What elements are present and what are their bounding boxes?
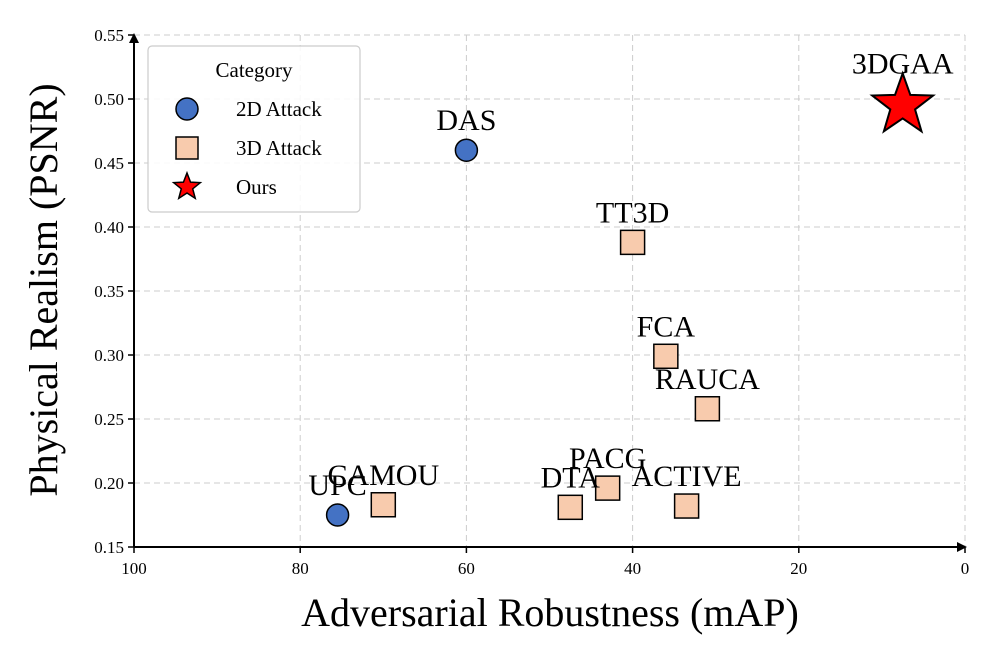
point-label-rauca: RAUCA: [655, 363, 760, 396]
legend-title: Category: [216, 58, 293, 82]
x-tick-label-80: 80: [292, 559, 309, 578]
x-axis-title: Adversarial Robustness (mAP): [301, 590, 799, 635]
point-fca: [653, 343, 679, 370]
x-tick-label-60: 60: [458, 559, 475, 578]
y-tick-label-0.40: 0.40: [94, 218, 124, 237]
y-axis-title: Physical Realism (PSNR): [21, 83, 66, 496]
y-tick-label-0.35: 0.35: [94, 282, 124, 301]
y-tick-label-0.50: 0.50: [94, 90, 124, 109]
point-label-3dgaa: 3DGAA: [852, 47, 954, 80]
legend-box: [147, 45, 361, 213]
tick-labels: 100 80 60 40 20 0 0.15 0.20 0.25 0.30 0.35 0.40 0.45…: [94, 26, 969, 578]
point-camou: [370, 492, 397, 518]
point-dta: [557, 494, 584, 521]
y-tick-label-0.45: 0.45: [94, 154, 124, 173]
y-tick-label-0.25: 0.25: [94, 410, 124, 429]
point-3dgaa: [869, 70, 936, 134]
point-pacg: [594, 475, 621, 501]
point-upc: [325, 503, 350, 527]
x-tick-label-0: 0: [961, 559, 970, 578]
legend-label-ours: Ours: [236, 175, 277, 199]
point-rauca: [694, 396, 721, 422]
point-label-tt3d: TT3D: [596, 196, 669, 229]
y-tick-label-0.15: 0.15: [94, 538, 124, 557]
data-points: [325, 70, 936, 527]
legend-marker-2d-attack: [175, 97, 199, 121]
point-das: [454, 138, 479, 162]
y-tick-label-0.30: 0.30: [94, 346, 124, 365]
y-tick-label-0.20: 0.20: [94, 474, 124, 493]
point-label-das: DAS: [436, 104, 496, 137]
x-tick-label-40: 40: [624, 559, 641, 578]
point-tt3d: [619, 229, 646, 256]
point-label-camou: CAMOU: [327, 459, 439, 492]
legend-marker-ours: [171, 170, 203, 201]
point-label-active: ACTIVE: [632, 460, 742, 493]
point-label-dta: DTA: [541, 461, 601, 494]
legend: Category 2D Attack 3D Attack Ours: [147, 45, 361, 213]
point-active: [673, 493, 700, 519]
legend-label-3d-attack: 3D Attack: [236, 136, 322, 160]
legend-label-2d-attack: 2D Attack: [236, 97, 322, 121]
y-tick-label-0.55: 0.55: [94, 26, 124, 45]
x-tick-label-100: 100: [121, 559, 147, 578]
point-label-fca: FCA: [637, 310, 696, 343]
point-label-pacg: PACG: [569, 442, 646, 475]
x-tick-label-20: 20: [790, 559, 807, 578]
legend-marker-3d-attack: [175, 136, 199, 160]
point-label-upc: UPC: [308, 469, 366, 502]
